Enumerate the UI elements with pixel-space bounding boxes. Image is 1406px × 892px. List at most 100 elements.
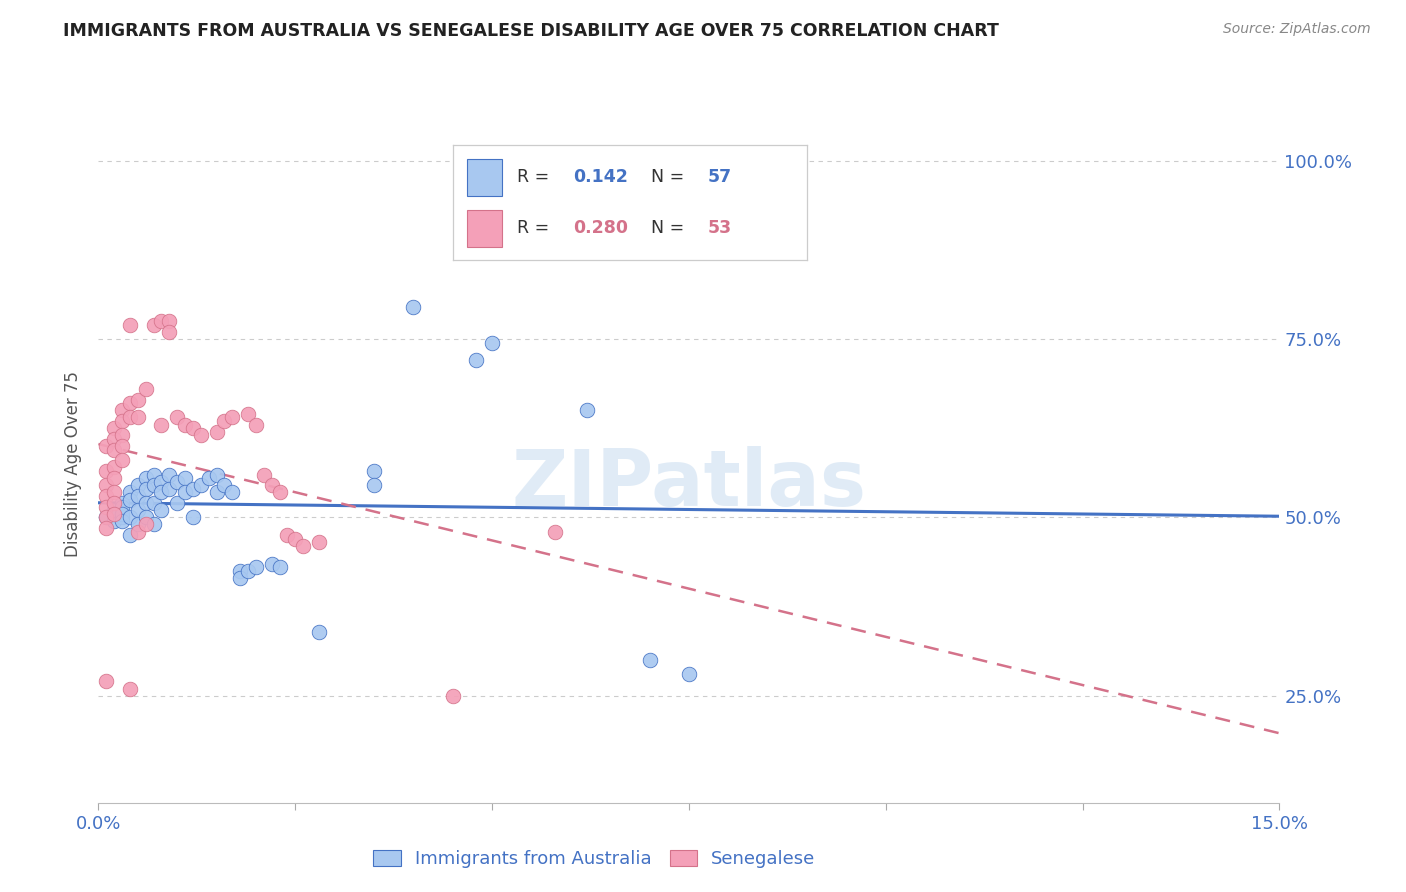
Point — [260, 478, 283, 492]
Point — [135, 510, 157, 524]
Point — [245, 560, 267, 574]
Point — [190, 428, 212, 442]
Point — [181, 482, 204, 496]
Point — [292, 539, 315, 553]
Point — [103, 503, 125, 517]
Point — [245, 417, 267, 432]
Point — [111, 414, 134, 428]
Point — [181, 510, 204, 524]
Point — [157, 314, 180, 328]
Point — [96, 500, 118, 514]
Point — [276, 528, 298, 542]
Point — [205, 425, 228, 439]
Text: 53: 53 — [707, 219, 733, 237]
Point — [363, 478, 385, 492]
Point — [229, 564, 252, 578]
Point — [678, 667, 700, 681]
Point — [150, 475, 173, 489]
Point — [127, 503, 149, 517]
Point — [205, 467, 228, 482]
Point — [96, 478, 118, 492]
Point — [111, 500, 134, 514]
Point — [118, 485, 141, 500]
Point — [96, 521, 118, 535]
Point — [166, 410, 188, 425]
Point — [575, 403, 598, 417]
Point — [111, 428, 134, 442]
Point — [197, 471, 219, 485]
Point — [441, 689, 464, 703]
Text: N =: N = — [651, 169, 690, 186]
Point — [166, 496, 188, 510]
Text: R =: R = — [516, 169, 554, 186]
Point — [174, 485, 197, 500]
Text: IMMIGRANTS FROM AUSTRALIA VS SENEGALESE DISABILITY AGE OVER 75 CORRELATION CHART: IMMIGRANTS FROM AUSTRALIA VS SENEGALESE … — [63, 22, 1000, 40]
Point — [205, 485, 228, 500]
Point — [111, 439, 134, 453]
Point — [253, 467, 276, 482]
Bar — [467, 210, 502, 246]
Point — [221, 485, 243, 500]
Point — [236, 407, 259, 421]
Point — [103, 460, 125, 475]
Text: R =: R = — [516, 219, 554, 237]
Point — [221, 410, 243, 425]
Text: Source: ZipAtlas.com: Source: ZipAtlas.com — [1223, 22, 1371, 37]
Point — [127, 410, 149, 425]
Y-axis label: Disability Age Over 75: Disability Age Over 75 — [65, 371, 83, 557]
Point — [103, 442, 125, 457]
Point — [157, 325, 180, 339]
Point — [127, 524, 149, 539]
Point — [236, 564, 259, 578]
Point — [142, 478, 165, 492]
Point — [111, 510, 134, 524]
Point — [166, 475, 188, 489]
Point — [260, 557, 283, 571]
Point — [269, 560, 291, 574]
Point — [150, 314, 173, 328]
Point — [118, 510, 141, 524]
Point — [103, 421, 125, 435]
Point — [103, 507, 125, 521]
Point — [308, 624, 330, 639]
Point — [103, 507, 125, 521]
Point — [214, 414, 236, 428]
Point — [103, 471, 125, 485]
Point — [214, 478, 236, 492]
Point — [118, 396, 141, 410]
Text: 0.142: 0.142 — [574, 169, 628, 186]
Point — [150, 417, 173, 432]
Text: 0.280: 0.280 — [574, 219, 628, 237]
Point — [103, 432, 125, 446]
Point — [96, 510, 118, 524]
Legend: Immigrants from Australia, Senegalese: Immigrants from Australia, Senegalese — [366, 842, 823, 875]
Point — [96, 439, 118, 453]
Point — [269, 485, 291, 500]
Point — [229, 571, 252, 585]
Point — [103, 496, 125, 510]
Point — [96, 489, 118, 503]
Point — [127, 478, 149, 492]
Point — [135, 517, 157, 532]
Point — [96, 464, 118, 478]
Point — [142, 318, 165, 332]
Point — [174, 417, 197, 432]
Point — [142, 467, 165, 482]
Point — [111, 403, 134, 417]
Point — [481, 335, 503, 350]
Point — [118, 492, 141, 507]
Point — [142, 517, 165, 532]
Point — [103, 514, 125, 528]
Point — [103, 485, 125, 500]
Point — [544, 524, 567, 539]
Point — [308, 535, 330, 549]
Point — [111, 507, 134, 521]
Point — [465, 353, 488, 368]
Point — [111, 453, 134, 467]
Point — [402, 300, 425, 314]
Point — [118, 528, 141, 542]
Point — [135, 496, 157, 510]
Point — [150, 485, 173, 500]
Point — [127, 517, 149, 532]
Point — [181, 421, 204, 435]
